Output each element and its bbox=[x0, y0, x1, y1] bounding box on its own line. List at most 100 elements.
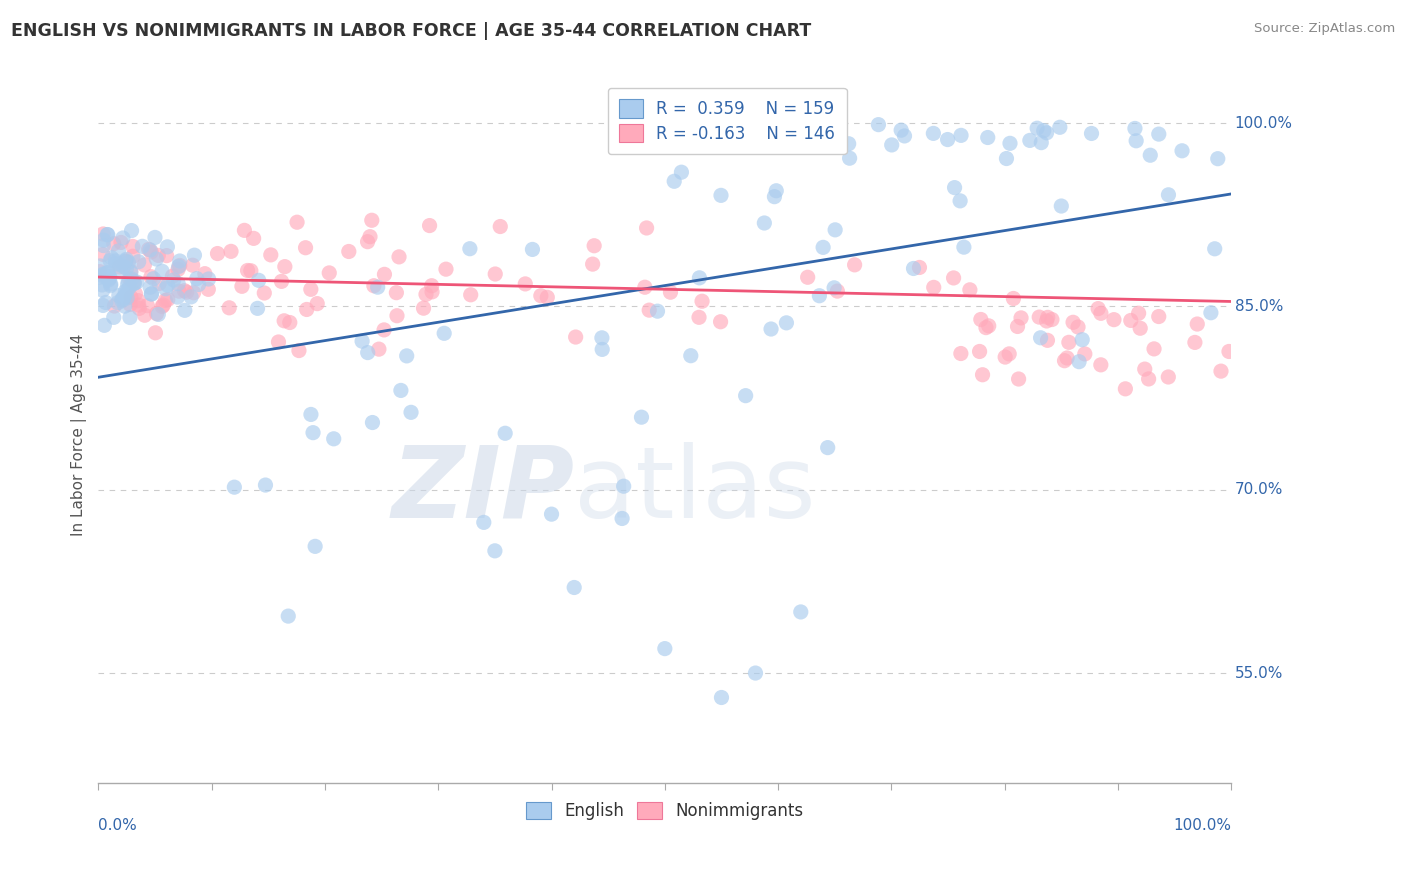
Point bbox=[385, 285, 408, 300]
Point bbox=[91, 238, 114, 252]
Point bbox=[1080, 127, 1102, 141]
Point bbox=[112, 260, 135, 274]
Point bbox=[295, 302, 318, 317]
Point bbox=[1067, 320, 1090, 334]
Point bbox=[97, 227, 120, 242]
Point bbox=[322, 432, 344, 446]
Point bbox=[111, 292, 134, 306]
Text: ENGLISH VS NONIMMIGRANTS IN LABOR FORCE | AGE 35-44 CORRELATION CHART: ENGLISH VS NONIMMIGRANTS IN LABOR FORCE … bbox=[11, 22, 811, 40]
Point bbox=[434, 262, 457, 277]
Point bbox=[173, 284, 195, 298]
Point bbox=[125, 275, 148, 289]
Text: Source: ZipAtlas.com: Source: ZipAtlas.com bbox=[1254, 22, 1395, 36]
Point bbox=[150, 300, 173, 314]
Point bbox=[388, 250, 411, 264]
Point bbox=[458, 242, 481, 256]
Point bbox=[710, 188, 733, 202]
Point bbox=[1204, 242, 1226, 256]
Point bbox=[218, 301, 240, 315]
Point bbox=[970, 312, 993, 326]
Point bbox=[1119, 313, 1142, 327]
Point bbox=[183, 248, 205, 262]
Point bbox=[671, 165, 693, 179]
Point bbox=[134, 308, 156, 322]
Point bbox=[710, 315, 733, 329]
Point bbox=[489, 219, 512, 234]
Point bbox=[145, 326, 167, 340]
Point bbox=[659, 285, 682, 300]
Point bbox=[100, 277, 122, 291]
Point bbox=[122, 249, 145, 263]
Point bbox=[484, 267, 506, 281]
Point bbox=[273, 314, 295, 328]
Point bbox=[688, 310, 710, 325]
Point bbox=[267, 334, 290, 349]
Point bbox=[93, 268, 115, 282]
Point bbox=[1218, 344, 1240, 359]
Point bbox=[494, 426, 516, 441]
Point bbox=[107, 295, 129, 310]
Point bbox=[118, 280, 141, 294]
Point bbox=[122, 277, 145, 291]
Point bbox=[1147, 310, 1170, 324]
Point bbox=[969, 344, 991, 359]
Point bbox=[167, 284, 190, 298]
Point bbox=[118, 271, 141, 285]
Point bbox=[977, 318, 1000, 333]
Point bbox=[155, 282, 177, 296]
Point bbox=[974, 320, 997, 334]
Point bbox=[100, 278, 122, 293]
Point bbox=[118, 310, 141, 325]
Point bbox=[1031, 136, 1053, 150]
Point bbox=[744, 666, 766, 681]
Point bbox=[827, 284, 849, 298]
Point bbox=[922, 127, 945, 141]
Point bbox=[634, 280, 657, 294]
Point bbox=[285, 215, 308, 229]
Point bbox=[688, 270, 710, 285]
Point bbox=[197, 272, 219, 286]
Point bbox=[176, 285, 198, 300]
Point bbox=[1087, 301, 1109, 316]
Point bbox=[96, 227, 118, 242]
Point bbox=[270, 274, 292, 288]
Point bbox=[254, 478, 277, 492]
Point bbox=[128, 254, 150, 268]
Point bbox=[1123, 121, 1146, 136]
Point bbox=[128, 301, 150, 316]
Point bbox=[1007, 372, 1029, 386]
Point bbox=[1035, 314, 1057, 328]
Point bbox=[337, 244, 360, 259]
Point bbox=[1062, 315, 1084, 329]
Point bbox=[942, 271, 965, 285]
Point bbox=[120, 290, 142, 304]
Point bbox=[522, 243, 544, 257]
Point bbox=[1036, 334, 1059, 348]
Point bbox=[1056, 351, 1078, 365]
Point bbox=[654, 641, 676, 656]
Point bbox=[562, 581, 585, 595]
Point bbox=[107, 244, 129, 258]
Point bbox=[977, 130, 1000, 145]
Point bbox=[121, 223, 143, 237]
Point bbox=[242, 231, 264, 245]
Point bbox=[1029, 331, 1052, 345]
Point bbox=[356, 235, 378, 249]
Point bbox=[389, 384, 412, 398]
Point bbox=[187, 277, 209, 292]
Text: 55.0%: 55.0% bbox=[1234, 665, 1284, 681]
Point bbox=[690, 294, 713, 309]
Point bbox=[108, 257, 131, 271]
Point bbox=[363, 278, 385, 293]
Point bbox=[1147, 127, 1170, 141]
Point bbox=[117, 255, 139, 269]
Point bbox=[148, 277, 170, 291]
Point bbox=[636, 221, 658, 235]
Point bbox=[183, 285, 205, 300]
Point bbox=[91, 247, 114, 261]
Point bbox=[1209, 364, 1232, 378]
Point bbox=[1090, 306, 1112, 320]
Point bbox=[139, 269, 162, 284]
Text: 100.0%: 100.0% bbox=[1234, 116, 1292, 130]
Point bbox=[1057, 335, 1080, 350]
